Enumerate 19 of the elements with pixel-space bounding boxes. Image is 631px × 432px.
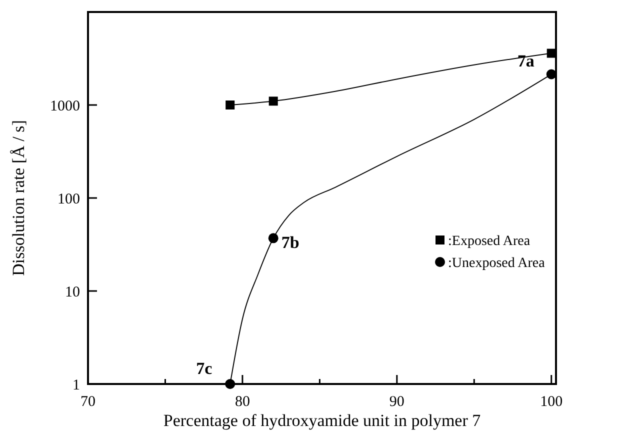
legend-label: :Unexposed Area [448,256,546,271]
y-tick-label: 100 [58,191,80,208]
point [546,48,556,58]
y-axis-title: Dissolution rate [Å / s] [9,120,28,276]
annotation: 7c [196,359,213,378]
legend-label: :Exposed Area [448,234,531,249]
x-tick-label: 70 [80,394,96,410]
y-tick-label: 1 [72,377,80,394]
x-axis-title: Percentage of hydroxyamide unit in polymer 7 [163,411,482,430]
point [226,100,235,110]
y-tick-label: 1000 [50,98,80,114]
y-tick-label: 10 [65,284,80,300]
annotation: 7a [517,51,535,70]
x-tick-label: 100 [540,394,563,410]
point [225,379,236,389]
annotation: 7b [281,233,300,252]
point [546,69,556,80]
x-tick-label: 80 [234,394,250,410]
x-tick-label: 90 [389,394,404,410]
